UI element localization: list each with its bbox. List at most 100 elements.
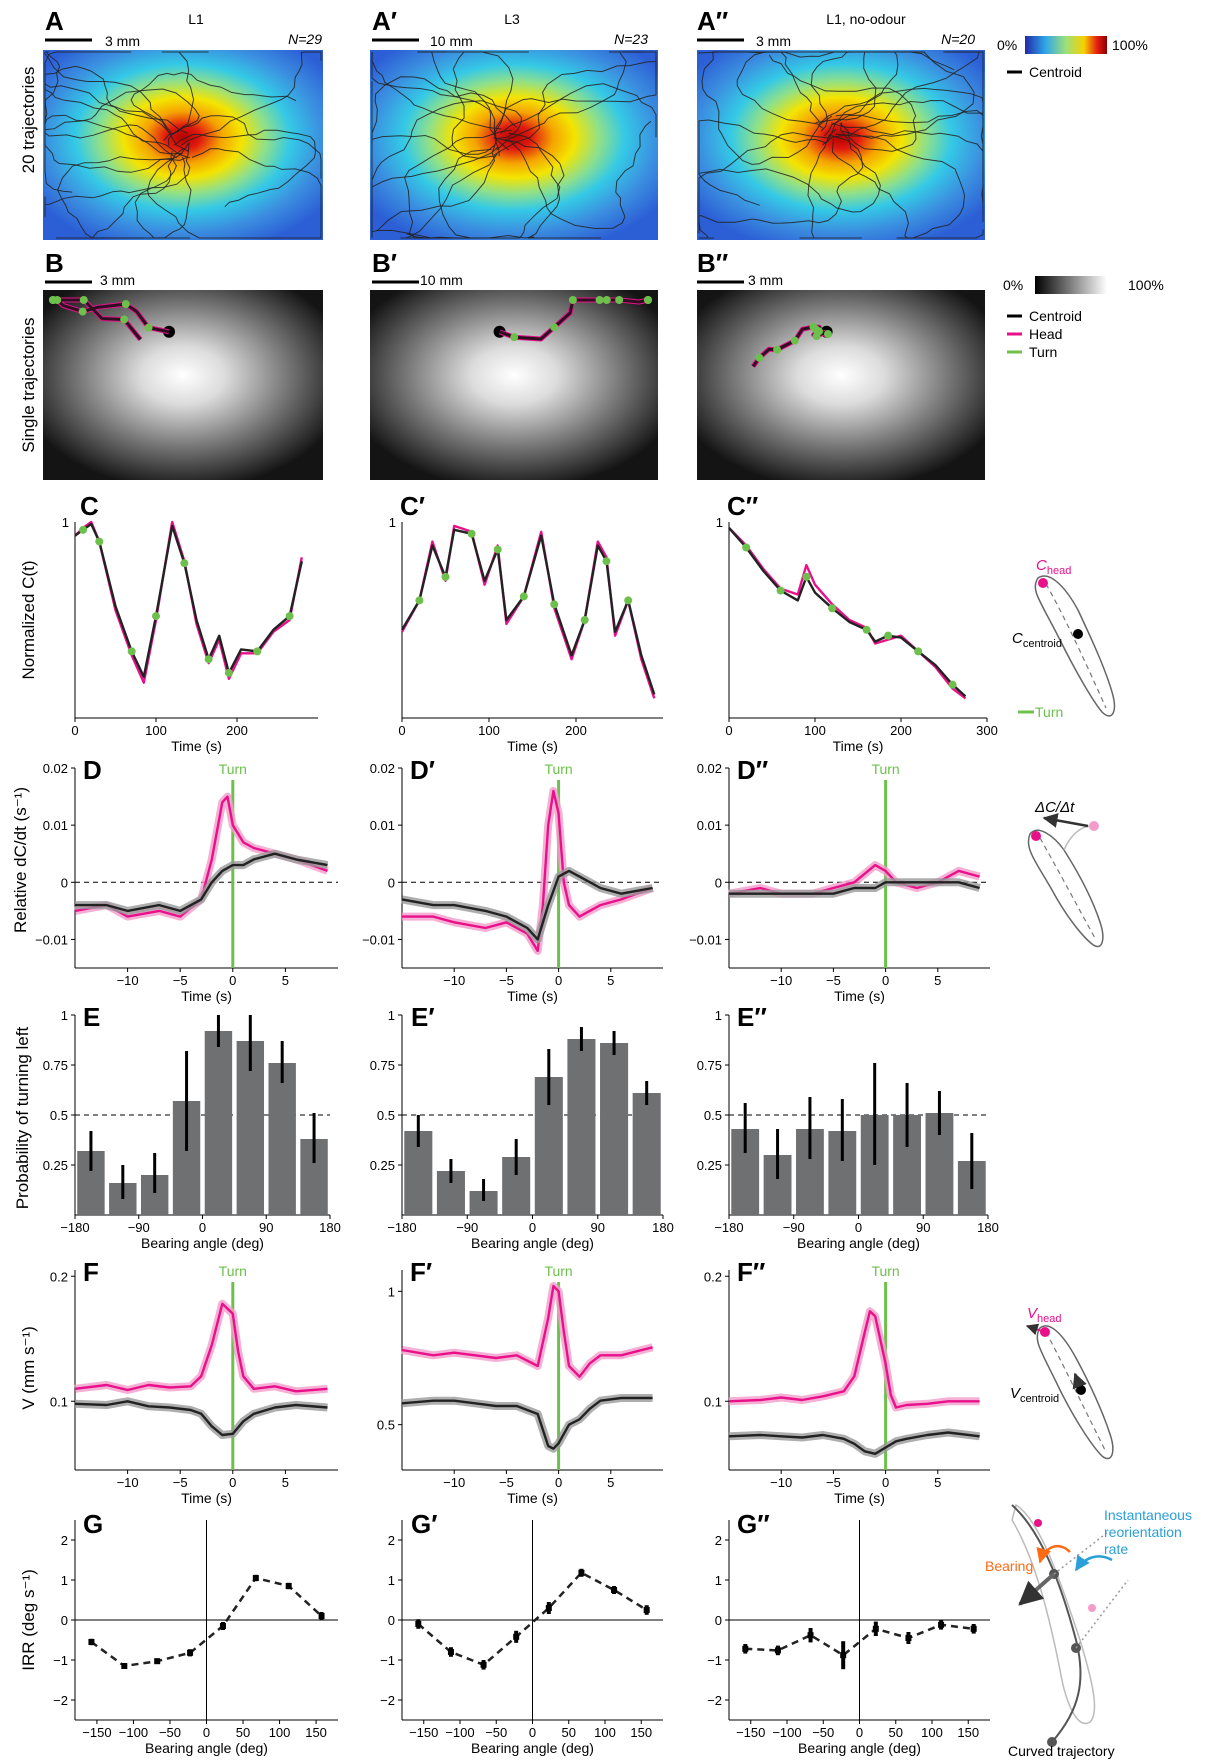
head-dot-icon: [1038, 578, 1048, 588]
x-tick-label: 50: [562, 1725, 576, 1740]
dotted-guide: [1053, 1531, 1109, 1575]
panel-letter-d-double: D″: [737, 755, 768, 785]
trajectory-path: [799, 128, 862, 239]
panel-letter-a-prime: A′: [372, 6, 397, 36]
irr-point: [643, 1607, 650, 1613]
larva-outline-icon: [1011, 1503, 1096, 1725]
head-band: [401, 1282, 654, 1381]
x-tick-label: −150: [736, 1725, 765, 1740]
d-ylabel: Relative dC/dt (s⁻¹): [11, 787, 30, 933]
irr-point: [447, 1649, 454, 1655]
scale-label-b: 3 mm: [100, 272, 135, 288]
c-centroid-main: C: [1012, 630, 1023, 647]
larva-outline-icon: [1027, 829, 1104, 948]
head-dot-icon: [1034, 1519, 1042, 1527]
centroid-line: [401, 1396, 653, 1450]
y-tick-label: 0: [715, 875, 722, 890]
y-tick-label: 0.1: [50, 1394, 68, 1409]
panel-letter-f-prime: F′: [410, 1257, 432, 1287]
bar: [204, 1031, 233, 1215]
irr-point: [872, 1625, 879, 1632]
trajectory-path: [167, 115, 322, 179]
centroid-line: [729, 881, 980, 895]
x-tick-label: 0: [555, 1475, 562, 1490]
chart-g-prime: −150 −100 −50 0 50 100 150 Bearing angle (deg) −…: [380, 1520, 663, 1756]
chart-f-prime: −10 −5 0 5 Time (s) 0.5 1 Turn: [377, 1263, 663, 1506]
x-tick-label: 90: [916, 1220, 930, 1235]
turn-marker: [79, 296, 88, 304]
x-tick-label: 5: [282, 1475, 289, 1490]
n-label-a: N=29: [288, 31, 322, 47]
legend-a: 0% 100% Centroid: [997, 36, 1148, 80]
x-tick-label: 180: [319, 1220, 341, 1235]
head-velocity-arrow: [1025, 1323, 1046, 1336]
trajectory-path: [44, 65, 172, 137]
x-tick-label: 180: [652, 1220, 674, 1235]
turn-marker: [602, 296, 611, 304]
turn-marker: [773, 345, 782, 354]
turn-marker: [127, 647, 136, 656]
turn-marker: [809, 322, 818, 331]
head-line: [400, 524, 656, 699]
y-tick-label: 0.01: [370, 818, 395, 833]
y-tick-label: 1: [715, 1008, 722, 1023]
f-ylabel: V (mm s⁻¹): [19, 1326, 38, 1410]
x-tick-label: −10: [770, 973, 792, 988]
irr-point: [121, 1663, 128, 1669]
v-centroid-sub: centroid: [1020, 1393, 1059, 1405]
y-tick-label: 2: [61, 1533, 68, 1548]
irr-point: [807, 1632, 814, 1639]
chart-c-prime: 0 100 200 Time (s) 1: [389, 515, 663, 754]
scale-label-a-double: 3 mm: [756, 33, 791, 49]
irr-point: [611, 1587, 618, 1593]
head-line: [728, 1310, 980, 1409]
x-tick-label: 0: [529, 1725, 536, 1740]
turn-marker: [441, 572, 450, 581]
row-f: V (mm s⁻¹) F F′ F″ −10 −5 0 5 Time (s) 0.1 0.2…: [19, 1257, 1114, 1506]
panel-letter-c-prime: C′: [400, 491, 425, 521]
x-tick-label: −100: [772, 1725, 801, 1740]
centroid-band: [401, 1394, 653, 1453]
c-head-sub: head: [1047, 565, 1071, 577]
x-tick-label: −5: [499, 973, 514, 988]
c-head-label: Chead: [1036, 557, 1071, 577]
irr-line: [745, 1623, 974, 1657]
row-a: 20 trajectories A L1 3 mm N=29 A′ L3 10 …: [19, 6, 1148, 240]
turn-marker: [580, 616, 589, 624]
x-tick-label: 0: [203, 1725, 210, 1740]
x-tick-label: 180: [977, 1220, 999, 1235]
trajectory-path: [417, 51, 514, 133]
x-tick-label: 100: [269, 1725, 291, 1740]
schematic-c: Chead Ccentroid Turn: [1012, 557, 1116, 720]
y-tick-label: 0: [61, 875, 68, 890]
turn-marker: [790, 336, 799, 345]
c-head-main: C: [1036, 557, 1047, 574]
x-axis-label: Bearing angle (deg): [141, 1235, 264, 1251]
turn-marker: [144, 323, 153, 332]
turn-marker: [253, 647, 262, 656]
trajectory-path: [701, 51, 833, 165]
irr-point: [88, 1639, 95, 1645]
chart-f-double: −10 −5 0 5 Time (s) 0.1 0.2 Turn: [704, 1263, 990, 1506]
larva-midline: [1045, 1331, 1107, 1453]
c-ylabel: Normalized C(t): [19, 560, 38, 679]
centroid-line: [400, 528, 656, 695]
irr-arrow-icon: [1074, 1554, 1113, 1572]
chart-e-prime: −180 −90 0 90 180 Bearing angle (deg) 0.25 0.5 0…: [370, 1008, 674, 1251]
trajectory-path: [44, 83, 190, 159]
turn-marker: [467, 529, 476, 538]
x-tick-label: −150: [82, 1725, 111, 1740]
y-tick-label: −2: [380, 1693, 395, 1708]
row-b: Single trajectories B 3 mm B′ 10 mm B″ 3…: [19, 248, 1164, 480]
chart-d: −10 −5 0 5 Time (s) −0.01 0 0.01 0.02 Turn: [35, 761, 338, 1004]
single-trajectory-b-prime: [493, 296, 652, 342]
scale-label-b-prime: 10 mm: [420, 272, 463, 288]
x-tick-label: 0: [398, 723, 405, 738]
x-tick-label: −180: [387, 1220, 416, 1235]
y-tick-label: 0: [715, 1613, 722, 1628]
x-axis-label: Bearing angle (deg): [798, 1740, 921, 1756]
y-tick-label: 1: [388, 1284, 395, 1299]
v-head-main: V: [1027, 1305, 1039, 1322]
trajectory-path: [376, 132, 561, 239]
